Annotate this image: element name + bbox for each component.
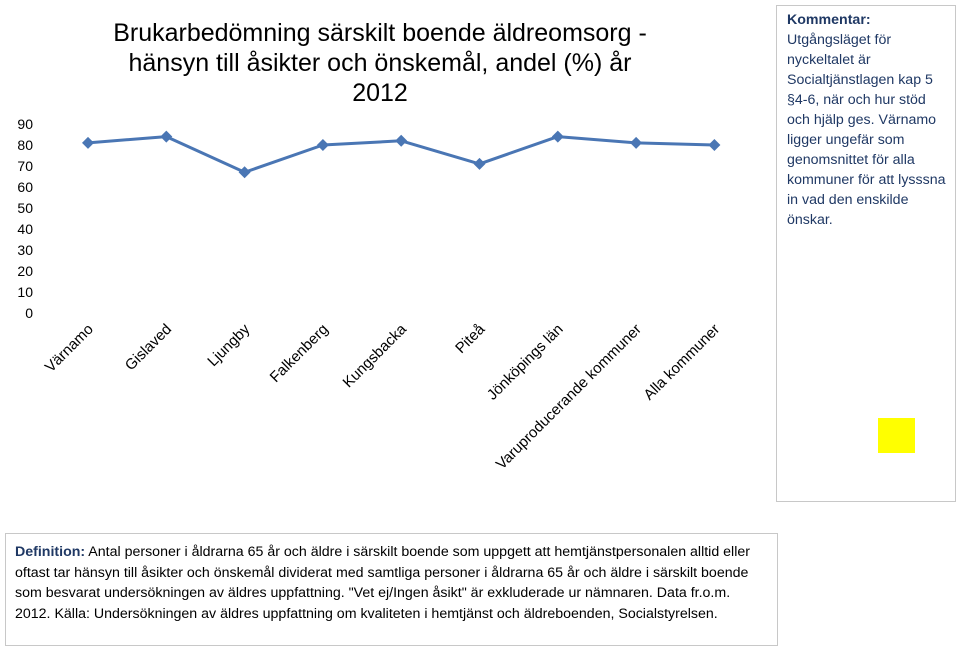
y-tick-label: 10	[17, 284, 33, 300]
x-tick-label: Alla kommuner	[640, 321, 723, 404]
x-tick-label: Ljungby	[204, 320, 254, 370]
line-chart: 0 10 20 30 40 50 60 70 80 90 Värnamo Gislaved Ljung…	[17, 116, 723, 473]
data-point	[160, 130, 173, 143]
definition-label: Definition:	[15, 544, 86, 560]
data-point	[316, 139, 329, 151]
x-tick-label: Jönköpings län	[484, 321, 567, 404]
data-point	[82, 136, 94, 149]
y-tick-label: 20	[17, 263, 33, 279]
y-axis: 0 10 20 30 40 50 60 70 80 90	[17, 116, 33, 321]
x-axis: Värnamo Gislaved Ljungby Falkenberg Kungsbac…	[42, 320, 723, 473]
y-tick-label: 30	[17, 242, 33, 258]
data-point	[708, 139, 721, 151]
chart-title-line-2: hänsyn till åsikter och önskemål, andel …	[128, 49, 632, 77]
yellow-marker	[878, 418, 915, 453]
x-tick-label: Gislaved	[122, 321, 175, 374]
x-tick-label: Falkenberg	[267, 321, 332, 386]
comment-text: Utgångsläget för nyckeltalet är Socialtj…	[787, 32, 946, 228]
chart-title-line-1: Brukarbedömning särskilt boende äldreoms…	[113, 19, 647, 47]
x-tick-label: Varuproducerande kommuner	[493, 321, 645, 473]
chart-title-line-3: 2012	[352, 79, 408, 107]
y-tick-label: 90	[17, 116, 33, 132]
y-tick-label: 50	[17, 200, 33, 216]
data-point	[473, 157, 486, 170]
y-tick-label: 40	[17, 221, 33, 237]
data-point	[551, 130, 564, 143]
y-tick-label: 0	[25, 305, 33, 321]
data-point	[238, 166, 251, 179]
definition-text: Antal personer i åldrarna 65 år och äldr…	[15, 544, 750, 622]
y-tick-label: 80	[17, 137, 33, 153]
definition-box: Definition: Antal personer i åldrarna 65…	[5, 533, 778, 646]
x-tick-label: Kungsbacka	[340, 320, 411, 391]
data-point	[395, 134, 408, 147]
data-points	[82, 130, 721, 179]
y-tick-label: 60	[17, 179, 33, 195]
y-tick-label: 70	[17, 158, 33, 174]
x-tick-label: Piteå	[452, 320, 489, 357]
x-tick-label: Värnamo	[42, 321, 97, 376]
data-point	[630, 136, 643, 149]
comment-label: Kommentar:	[787, 12, 871, 28]
comment-box: Kommentar: Utgångsläget för nyckeltalet …	[776, 5, 956, 502]
